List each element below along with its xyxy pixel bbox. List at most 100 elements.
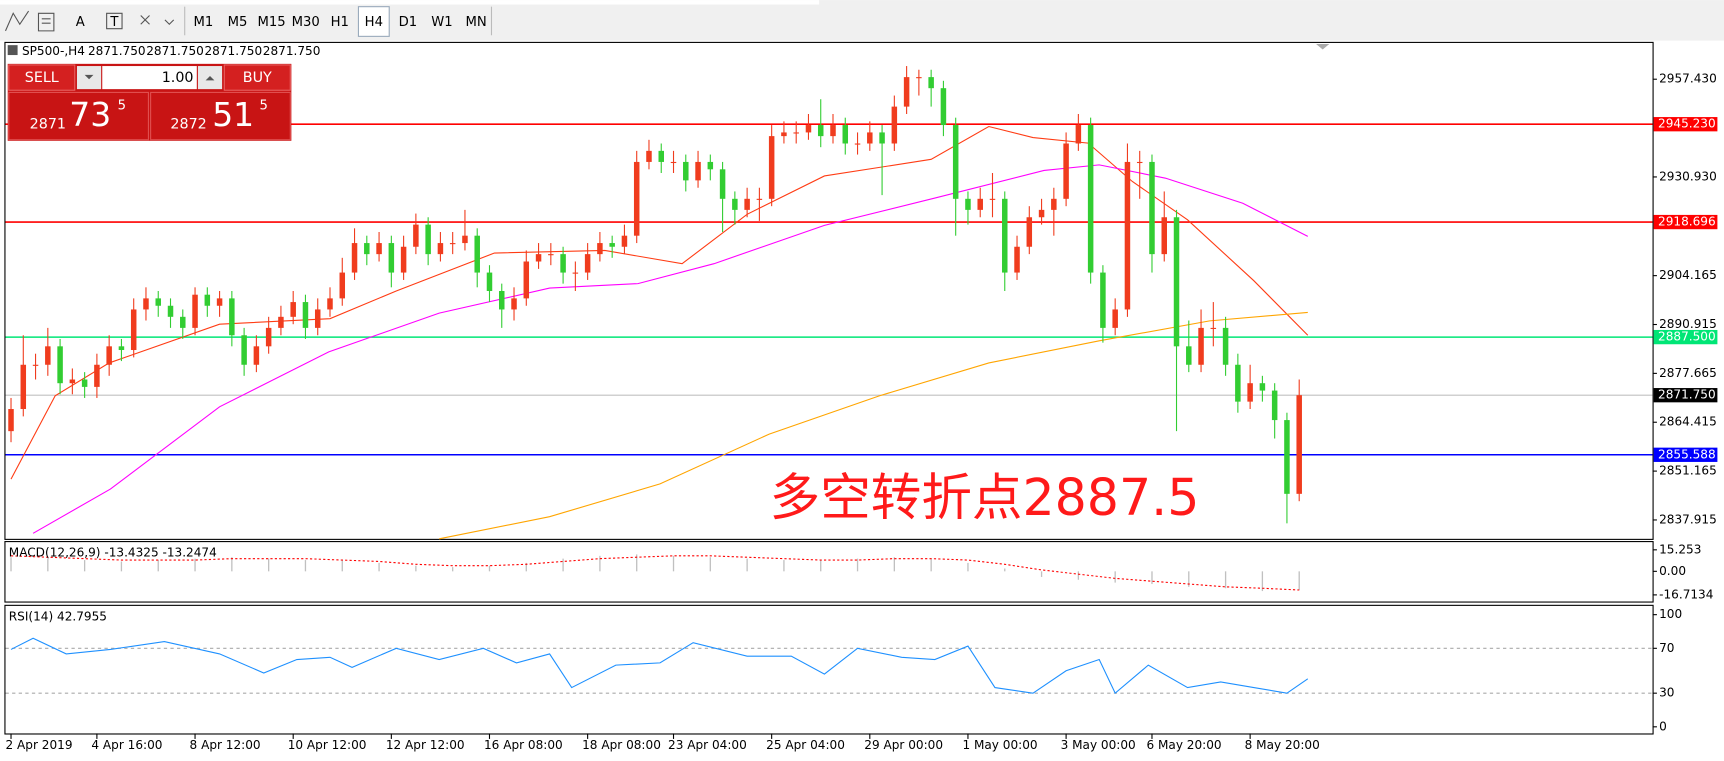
candle-body	[523, 261, 530, 299]
y-tick-label: -16.7134	[1659, 587, 1713, 601]
candle-body	[756, 198, 763, 200]
candle-body	[204, 294, 211, 306]
buy-label[interactable]: BUY	[243, 70, 272, 86]
timeframe-button[interactable]: M30	[292, 15, 320, 30]
candle-body	[719, 169, 726, 199]
y-tick-label: 100	[1659, 607, 1682, 621]
x-tick-label: 8 May 20:00	[1245, 738, 1320, 752]
candle-body	[597, 243, 603, 255]
candle-body	[1087, 125, 1094, 273]
rsi-line	[10, 637, 1309, 695]
y-tick-label: 15.253	[1659, 542, 1701, 556]
candle-body	[486, 272, 493, 292]
y-tick-label: 2851.165	[1659, 464, 1717, 478]
candle-body	[94, 364, 100, 387]
candle-body	[1051, 198, 1057, 210]
candle-body	[1235, 364, 1241, 402]
candle-body	[1173, 217, 1180, 347]
tool-icon[interactable]	[140, 15, 175, 26]
candle-body	[768, 136, 775, 199]
x-tick-label: 1 May 00:00	[962, 738, 1037, 752]
bid-box[interactable]	[8, 91, 149, 141]
candle-body	[1210, 327, 1217, 329]
x-tick-label: 18 Apr 08:00	[582, 738, 661, 752]
macd-signal	[10, 555, 1300, 591]
x-tick-label: 8 Apr 12:00	[190, 738, 261, 752]
candle-body	[1222, 327, 1229, 365]
candle-body	[400, 246, 407, 273]
candle-body	[1112, 309, 1118, 328]
candle-body	[646, 150, 652, 162]
candle-body	[167, 305, 174, 317]
candle-body	[1026, 217, 1033, 247]
candle-body	[437, 243, 444, 255]
buy-button[interactable]	[223, 64, 291, 91]
candle-body	[143, 298, 149, 310]
candle-body	[854, 143, 861, 145]
lot-input[interactable]	[102, 66, 197, 90]
candle-body	[548, 254, 554, 256]
candle-body	[621, 235, 628, 247]
level-label-bg	[1653, 388, 1718, 403]
tool-icon[interactable]	[37, 12, 55, 32]
candle-body	[118, 346, 125, 351]
candle-body	[1161, 217, 1167, 255]
candle-body	[192, 294, 198, 328]
candle-body	[584, 254, 591, 273]
timeframe-button[interactable]: MN	[465, 15, 486, 30]
timeframe-button[interactable]: M15	[257, 15, 285, 30]
candle-body	[867, 132, 873, 144]
tool-label[interactable]: T	[109, 15, 119, 30]
timeframe-button[interactable]: W1	[431, 15, 452, 30]
ask-small: 5	[259, 99, 267, 114]
indicator-label: MACD(12,26,9) -13.4325 -13.2474	[9, 546, 217, 560]
tool-icon[interactable]	[4, 10, 30, 32]
symbol: SP500-,H4	[22, 44, 85, 58]
timeframe-button[interactable]: D1	[399, 15, 418, 30]
sell-button[interactable]	[8, 64, 76, 91]
timeframe-button[interactable]: H4	[365, 15, 383, 30]
timeframe-button[interactable]: M1	[194, 15, 214, 30]
candle-body	[351, 243, 358, 273]
header-price: 2871.750	[146, 44, 204, 58]
candle-body	[1271, 390, 1278, 421]
candle-body	[20, 364, 27, 410]
y-tick-label: 2864.415	[1659, 415, 1717, 429]
candle-body	[683, 161, 689, 181]
candle-body	[499, 291, 505, 310]
sell-label[interactable]: SELL	[25, 70, 59, 86]
candle-body	[57, 346, 63, 384]
lot-value[interactable]: 1.00	[162, 70, 194, 86]
level-label-bg	[1653, 117, 1718, 132]
rsi-panel	[4, 604, 1654, 735]
tool-icon[interactable]	[106, 12, 123, 30]
y-tick-label: 2837.915	[1659, 512, 1717, 526]
candle-body	[670, 161, 677, 164]
bid-small: 5	[118, 99, 126, 114]
x-tick-label: 2 Apr 2019	[6, 738, 73, 752]
candle-body	[425, 224, 431, 255]
candle-body	[903, 77, 910, 107]
moving-average	[32, 164, 1309, 534]
main-panel	[4, 41, 1654, 540]
x-tick-label: 25 Apr 04:00	[766, 738, 845, 752]
tool-text[interactable]: A	[76, 15, 85, 30]
candle-body	[474, 235, 480, 273]
ask-box[interactable]	[150, 91, 291, 141]
candle-body	[916, 77, 922, 79]
candle-body	[535, 254, 542, 262]
bid-big: 2871	[30, 116, 66, 132]
timeframe-button[interactable]: H1	[331, 15, 349, 30]
candle-body	[253, 346, 260, 365]
candle-body	[633, 161, 640, 236]
candle-body	[1259, 383, 1266, 391]
timeframe-button[interactable]: M5	[228, 15, 248, 30]
candle-body	[511, 298, 517, 310]
y-tick-label: 2877.665	[1659, 366, 1717, 380]
candle-body	[180, 316, 186, 328]
active-timeframe	[357, 6, 390, 37]
arrow	[205, 75, 215, 81]
x-tick-label: 10 Apr 12:00	[288, 738, 367, 752]
header-price: 2871.750	[205, 44, 263, 58]
